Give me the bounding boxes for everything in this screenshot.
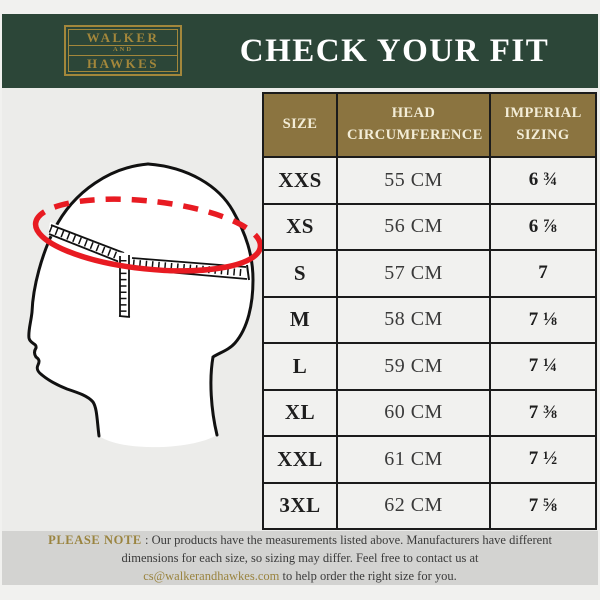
table-row: M 58 CM 7 ⅛: [262, 295, 597, 344]
circumference-value: 59 CM: [336, 342, 491, 391]
head-profile-icon: [27, 162, 255, 448]
footer-separator: :: [141, 532, 152, 547]
table-row: XS 56 CM 6 ⅞: [262, 202, 597, 251]
column-header-size: SIZE: [262, 92, 338, 158]
table-row: S 57 CM 7: [262, 249, 597, 298]
imperial-value: 7: [489, 249, 597, 298]
circumference-value: 55 CM: [336, 156, 491, 205]
content-area: SIZE HEAD CIRCUMFERENCE IMPERIAL SIZING …: [2, 88, 598, 531]
brand-logo: WALKER AND HAWKES: [64, 25, 182, 76]
contact-email-link[interactable]: cs@walkerandhawkes.com: [143, 569, 280, 584]
size-value: XXL: [262, 435, 338, 484]
measuring-tape-icon: [48, 222, 250, 318]
page-title: CHECK YOUR FIT: [239, 32, 550, 69]
imperial-value: 7 ⅜: [489, 388, 597, 437]
table-row: XXS 55 CM 6 ¾: [262, 156, 597, 205]
brand-logo-frame: WALKER AND HAWKES: [68, 29, 178, 72]
column-header-imperial: IMPERIAL SIZING: [489, 92, 597, 158]
size-value: XS: [262, 202, 338, 251]
table-row: L 59 CM 7 ¼: [262, 342, 597, 391]
size-value: 3XL: [262, 481, 338, 530]
imperial-value: 7 ¼: [489, 342, 597, 391]
imperial-value: 6 ⅞: [489, 202, 597, 251]
footer-note: PLEASE NOTE : Our products have the meas…: [2, 531, 598, 585]
size-value: M: [262, 295, 338, 344]
imperial-value: 7 ⅝: [489, 481, 597, 530]
brand-name-line1: WALKER: [69, 30, 177, 46]
footer-line-3: cs@walkerandhawkes.com to help order the…: [2, 567, 598, 585]
sizing-table: SIZE HEAD CIRCUMFERENCE IMPERIAL SIZING …: [262, 92, 597, 530]
header-bar: WALKER AND HAWKES CHECK YOUR FIT: [2, 14, 598, 88]
footer-line-1: PLEASE NOTE : Our products have the meas…: [2, 531, 598, 549]
circumference-value: 58 CM: [336, 295, 491, 344]
brand-name-line2: AND: [69, 46, 177, 56]
imperial-value: 7 ⅛: [489, 295, 597, 344]
circumference-value: 57 CM: [336, 249, 491, 298]
footer-text-1: Our products have the measurements liste…: [151, 532, 552, 547]
circumference-value: 61 CM: [336, 435, 491, 484]
head-measurement-illustration: [27, 162, 264, 448]
footer-line-2: dimensions for each size, so sizing may …: [121, 550, 479, 565]
size-value: S: [262, 249, 338, 298]
circumference-line-icon: [32, 196, 264, 274]
circumference-value: 60 CM: [336, 388, 491, 437]
brand-name-line3: HAWKES: [86, 56, 160, 71]
imperial-value: 7 ½: [489, 435, 597, 484]
imperial-value: 6 ¾: [489, 156, 597, 205]
table-row: XL 60 CM 7 ⅜: [262, 388, 597, 437]
circumference-value: 56 CM: [336, 202, 491, 251]
table-row: 3XL 62 CM 7 ⅝: [262, 481, 597, 530]
table-row: XXL 61 CM 7 ½: [262, 435, 597, 484]
size-value: XXS: [262, 156, 338, 205]
table-header-row: SIZE HEAD CIRCUMFERENCE IMPERIAL SIZING: [262, 92, 597, 158]
circumference-value: 62 CM: [336, 481, 491, 530]
footer-text-3: to help order the right size for you.: [279, 569, 457, 584]
column-header-circumference: HEAD CIRCUMFERENCE: [336, 92, 491, 158]
please-note-label: PLEASE NOTE: [48, 532, 142, 547]
size-value: XL: [262, 388, 338, 437]
size-value: L: [262, 342, 338, 391]
